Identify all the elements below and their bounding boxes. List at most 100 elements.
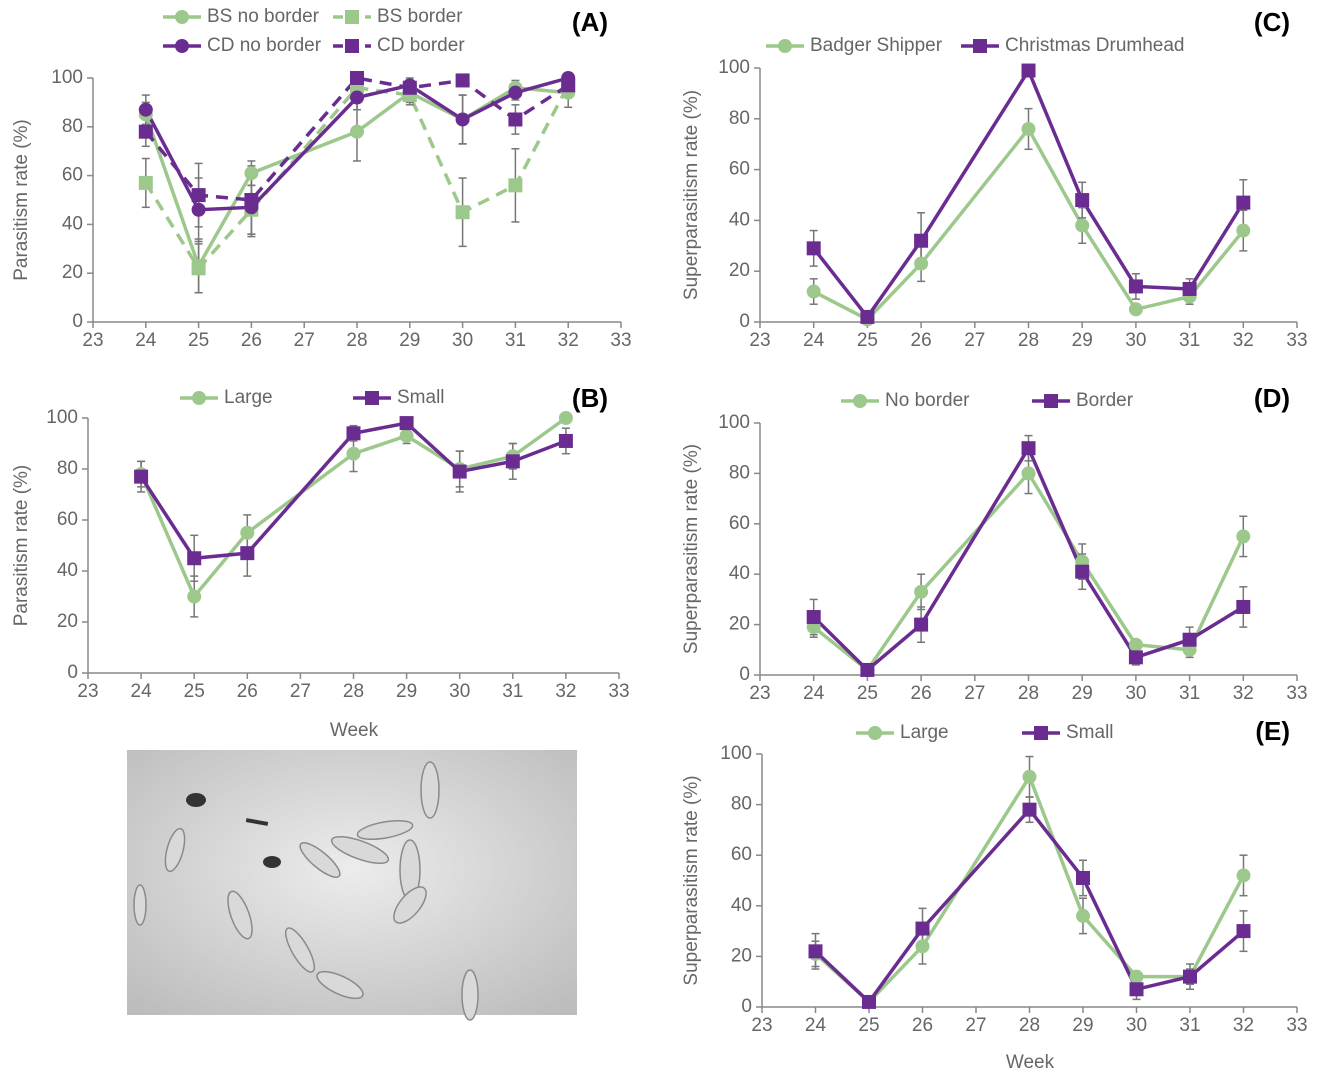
data-point	[806, 241, 821, 256]
data-point	[561, 78, 576, 93]
y-tick-label: 20	[62, 262, 83, 283]
data-point	[191, 188, 206, 203]
data-point	[806, 284, 821, 299]
x-tick-label: 33	[1286, 330, 1307, 351]
y-tick-label: 20	[729, 614, 750, 635]
x-tick-label: 30	[1125, 330, 1146, 351]
data-point	[558, 433, 573, 448]
legend-label: Badger Shipper	[810, 35, 943, 56]
x-tick-label: 28	[1018, 683, 1039, 704]
data-point	[350, 90, 364, 105]
data-point	[1075, 218, 1090, 233]
data-point	[399, 416, 414, 431]
data-point	[1129, 982, 1144, 997]
data-point	[1182, 281, 1197, 296]
x-tick-label: 24	[805, 1015, 827, 1036]
legend-marker	[868, 726, 882, 740]
data-point	[134, 469, 149, 484]
data-point	[1021, 121, 1036, 136]
x-tick-label: 23	[77, 681, 98, 702]
x-tick-label: 27	[294, 330, 315, 351]
data-point	[1236, 529, 1251, 544]
data-point	[1076, 870, 1090, 885]
series-line	[812, 125, 1245, 322]
legend-marker	[345, 10, 359, 24]
data-point	[399, 428, 414, 443]
data-point	[138, 102, 153, 117]
series-line	[812, 66, 1245, 320]
panel-label: (D)	[1254, 383, 1290, 413]
x-tick-label: 26	[237, 681, 258, 702]
y-tick-label: 60	[57, 509, 78, 530]
y-tick-label: 0	[72, 311, 83, 332]
y-tick-label: 60	[729, 513, 750, 534]
y-axis-label: Parasitism rate (%)	[11, 119, 32, 281]
data-point	[1075, 564, 1090, 579]
data-point	[452, 464, 467, 479]
series-line	[139, 416, 567, 600]
x-tick-label: 25	[857, 683, 878, 704]
data-point	[1128, 279, 1143, 294]
data-point	[191, 202, 206, 217]
y-tick-label: 40	[729, 563, 750, 584]
legend-marker	[192, 391, 206, 405]
data-point	[860, 662, 875, 677]
x-tick-label: 32	[1233, 330, 1254, 351]
y-tick-label: 40	[57, 560, 78, 581]
legend-label: Small	[397, 387, 445, 408]
data-point	[915, 939, 930, 954]
y-tick-label: 100	[718, 412, 750, 433]
data-point	[1236, 924, 1251, 939]
x-tick-label: 27	[964, 330, 985, 351]
x-tick-label: 31	[505, 330, 526, 351]
x-tick-label: 29	[1072, 330, 1093, 351]
x-tick-label: 29	[1072, 683, 1093, 704]
y-tick-label: 80	[57, 458, 78, 479]
legend-marker	[175, 10, 189, 24]
y-tick-label: 0	[67, 662, 78, 683]
legend-label: CD border	[377, 35, 465, 56]
data-point	[1236, 195, 1251, 210]
data-point	[191, 261, 206, 276]
series-line	[814, 806, 1245, 1005]
x-tick-label: 23	[751, 1015, 772, 1036]
data-point	[187, 551, 202, 566]
x-tick-label: 30	[452, 330, 473, 351]
x-tick-label: 25	[184, 681, 205, 702]
x-tick-label: 29	[1072, 1015, 1093, 1036]
legend-marker	[973, 39, 987, 53]
x-tick-label: 23	[82, 330, 103, 351]
legend-label: BS border	[377, 6, 463, 27]
y-tick-label: 0	[739, 311, 750, 332]
legend-label: Large	[900, 722, 949, 743]
data-point	[244, 193, 259, 207]
y-tick-label: 20	[57, 611, 78, 632]
data-point	[240, 525, 255, 540]
series-line	[139, 421, 567, 561]
x-tick-label: 24	[803, 683, 825, 704]
y-tick-label: 80	[729, 108, 750, 129]
data-point	[508, 85, 523, 100]
data-point	[402, 80, 417, 95]
y-axis-label: Superparasitism rate (%)	[681, 775, 702, 985]
x-tick-label: 26	[911, 683, 932, 704]
x-tick-label: 33	[1286, 1015, 1307, 1036]
x-tick-label: 30	[1125, 683, 1146, 704]
x-tick-label: 32	[1233, 1015, 1254, 1036]
x-tick-label: 31	[1179, 1015, 1200, 1036]
legend-marker	[345, 39, 359, 53]
data-point	[1128, 302, 1143, 317]
legend-marker	[778, 39, 792, 53]
data-point	[915, 921, 930, 936]
photo	[127, 750, 577, 1021]
data-point	[1182, 632, 1197, 647]
x-axis-label: Week	[330, 720, 379, 741]
data-point	[1021, 466, 1036, 481]
data-point	[346, 426, 361, 441]
series-line	[144, 76, 570, 202]
y-tick-label: 100	[51, 67, 83, 88]
x-tick-label: 28	[1019, 1015, 1040, 1036]
data-point	[914, 233, 929, 248]
data-point	[138, 175, 153, 190]
